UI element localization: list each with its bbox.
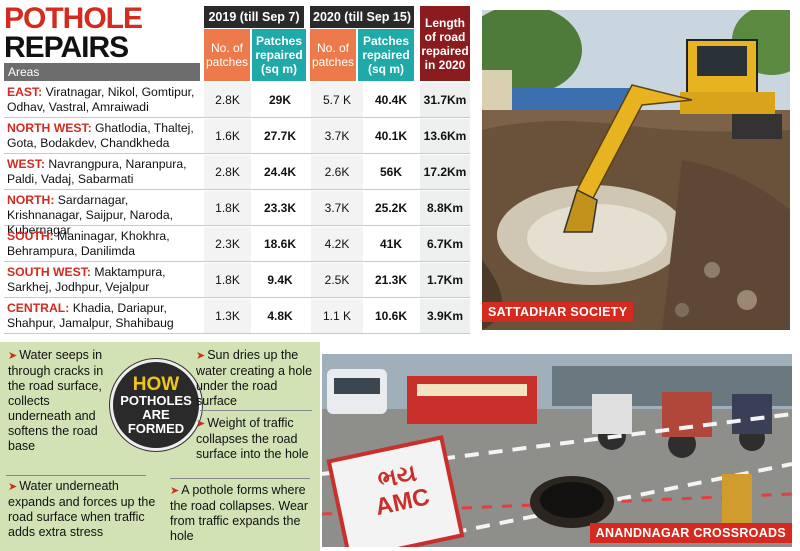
- arrow-icon: ➤: [8, 481, 18, 493]
- repaired-2020: 56K: [379, 165, 402, 179]
- region-areas: Khadia, Dariapur, Shahpur, Jamalpur, Sha…: [7, 301, 174, 330]
- step-water-seeps: ➤ Water seeps in through cracks in the ro…: [8, 348, 104, 453]
- photo-caption-anandnagar: ANANDNAGAR CROSSROADS: [589, 523, 792, 543]
- header-2020: 2020 (till Sep 15): [310, 6, 414, 28]
- patches-2019: 1.3K: [204, 299, 251, 333]
- patches-2020: 2.6K: [311, 155, 363, 189]
- region-name: NORTH:: [7, 193, 55, 207]
- repaired-2019: 9.4K: [267, 273, 293, 287]
- photo-caption-sattadhar: SATTADHAR SOCIETY: [482, 302, 634, 322]
- repaired-2020: 10.6K: [374, 309, 408, 323]
- region-name: SOUTH:: [7, 229, 54, 243]
- repaired-2019: 23.3K: [263, 201, 297, 215]
- length-2020: 13.6Km: [420, 119, 470, 153]
- table-row: NORTH: Sardarnagar, Krishnanagar, Saijpu…: [4, 191, 470, 237]
- region-areas: Ghatlodia, Thaltej, Gota, Bodakdev, Chan…: [7, 121, 194, 150]
- areas-column-header: Areas: [4, 63, 200, 81]
- region-areas: Viratnagar, Nikol, Gomtipur, Odhav, Vast…: [7, 85, 195, 114]
- header-length: Length of road repaired in 2020: [420, 6, 470, 81]
- table-row: EAST: Viratnagar, Nikol, Gomtipur, Odhav…: [4, 83, 470, 118]
- repaired-2020: 40.1K: [374, 129, 408, 143]
- region-name: SOUTH WEST:: [7, 265, 91, 279]
- step-sun-dries: ➤ Sun dries up the water creating a hole …: [196, 348, 313, 408]
- crossroads-photo: ભય AMC ANANDNAGAR CROSSROADS: [322, 354, 792, 547]
- excavator-illustration: [482, 10, 790, 330]
- header-patches-2019: No. of patches: [204, 29, 250, 81]
- arrow-icon: ➤: [196, 418, 206, 430]
- header-repaired-2020: Patches repaired (sq m): [358, 29, 414, 81]
- length-2020: 6.7Km: [420, 227, 470, 261]
- table-row: SOUTH WEST: Maktampura, Sarkhej, Jodhpur…: [4, 263, 470, 298]
- repaired-2019: 4.8K: [267, 309, 293, 323]
- arrow-icon: ➤: [8, 350, 18, 362]
- patches-2019: 1.8K: [204, 263, 251, 297]
- repaired-2020: 41K: [379, 237, 402, 251]
- step-traffic-collapses: ➤ Weight of traffic collapses the road su…: [196, 416, 309, 461]
- region-name: NORTH WEST:: [7, 121, 92, 135]
- step-water-expands: ➤ Water underneath expands and forces up …: [8, 479, 156, 539]
- length-2020: 8.8Km: [420, 191, 470, 225]
- title-line-2: REPAIRS: [4, 31, 129, 64]
- table-row: NORTH WEST: Ghatlodia, Thaltej, Gota, Bo…: [4, 119, 470, 154]
- region-areas: Maninagar, Khokhra, Behrampura, Danilimd…: [7, 229, 170, 258]
- header-repaired-2019: Patches repaired (sq m): [252, 29, 306, 81]
- arrow-icon: ➤: [196, 350, 206, 362]
- patches-2020: 1.1 K: [311, 299, 363, 333]
- length-2020: 17.2Km: [420, 155, 470, 189]
- step-pothole-forms: ➤ A pothole forms where the road collapse…: [170, 483, 309, 543]
- table-row: WEST: Navrangpura, Naranpura, Paldi, Vad…: [4, 155, 470, 190]
- patches-2020: 4.2K: [311, 227, 363, 261]
- length-2020: 3.9Km: [420, 299, 470, 333]
- header-2019: 2019 (till Sep 7): [204, 6, 304, 28]
- repaired-2020: 25.2K: [374, 201, 408, 215]
- repaired-2020: 21.3K: [374, 273, 408, 287]
- header-patches-2020: No. of patches: [310, 29, 356, 81]
- patches-2019: 1.8K: [204, 191, 251, 225]
- patches-2020: 3.7K: [311, 119, 363, 153]
- table-row: CENTRAL: Khadia, Dariapur, Shahpur, Jama…: [4, 299, 470, 334]
- length-2020: 1.7Km: [420, 263, 470, 297]
- patches-2020: 2.5K: [311, 263, 363, 297]
- table-row: SOUTH: Maninagar, Khokhra, Behrampura, D…: [4, 227, 470, 262]
- length-2020: 31.7Km: [420, 83, 470, 117]
- how-potholes-formed-panel: ➤ Water seeps in through cracks in the ro…: [0, 342, 800, 551]
- repaired-2019: 18.6K: [263, 237, 297, 251]
- patches-2020: 3.7K: [311, 191, 363, 225]
- region-name: EAST:: [7, 85, 43, 99]
- region-name: WEST:: [7, 157, 45, 171]
- repaired-2020: 40.4K: [374, 93, 408, 107]
- region-areas: Maktampura, Sarkhej, Jodhpur, Vejalpur: [7, 265, 166, 294]
- patches-2020: 5.7 K: [311, 83, 363, 117]
- repaired-2019: 27.7K: [263, 129, 297, 143]
- region-name: CENTRAL:: [7, 301, 70, 315]
- patches-2019: 2.3K: [204, 227, 251, 261]
- title-line-1: POTHOLE: [4, 2, 143, 35]
- repaired-2019: 24.4K: [263, 165, 297, 179]
- arrow-icon: ➤: [170, 485, 180, 497]
- patches-2019: 1.6K: [204, 119, 251, 153]
- infographic-title: POTHOLE REPAIRS: [4, 2, 200, 64]
- region-areas: Navrangpura, Naranpura, Paldi, Vadaj, Sa…: [7, 157, 187, 186]
- excavator-photo: SATTADHAR SOCIETY: [482, 10, 790, 330]
- how-potholes-badge: HOW POTHOLES ARE FORMED: [110, 359, 202, 451]
- repaired-2019: 29K: [268, 93, 291, 107]
- region-areas: Sardarnagar, Krishnanagar, Saijpur, Naro…: [7, 193, 173, 237]
- patches-2019: 2.8K: [204, 83, 251, 117]
- patches-2019: 2.8K: [204, 155, 251, 189]
